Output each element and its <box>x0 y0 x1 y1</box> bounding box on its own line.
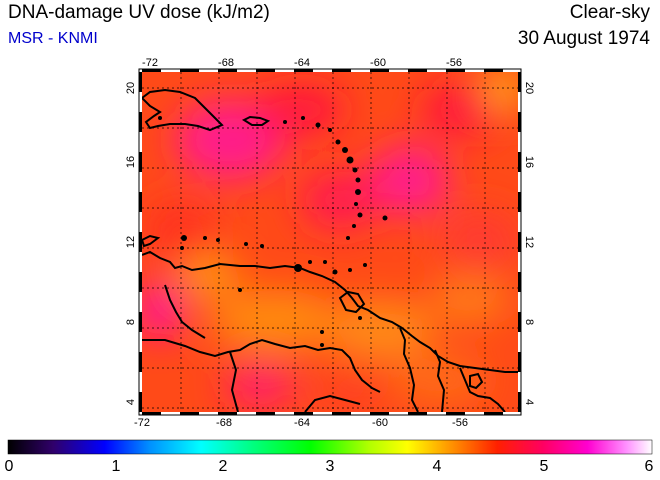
graticule <box>142 72 518 412</box>
lon-tick-bottom: -68 <box>216 417 232 429</box>
colorbar-border <box>7 439 653 455</box>
lon-tick-top: -60 <box>370 57 386 69</box>
lat-tick-right: 12 <box>523 236 535 248</box>
source-label: MSR - KNMI <box>8 30 98 47</box>
lat-tick-right: 8 <box>523 319 535 325</box>
colorbar-label: 0 <box>4 458 14 475</box>
colorbar-label: 2 <box>218 458 228 475</box>
lon-tick-bottom: -64 <box>294 417 310 429</box>
colorbar <box>8 440 652 454</box>
lon-tick-bottom: -60 <box>372 417 388 429</box>
coastlines <box>142 88 518 412</box>
uv-field <box>142 72 518 412</box>
lat-tick-left: 4 <box>125 399 137 405</box>
lon-tick-top: -68 <box>218 57 234 69</box>
lon-tick-top: -72 <box>142 57 158 69</box>
colorbar-label: 6 <box>644 458 654 475</box>
lat-tick-right: 16 <box>523 156 535 168</box>
map-frame <box>138 68 522 416</box>
colorbar-label: 3 <box>325 458 335 475</box>
colorbar-label: 4 <box>432 458 442 475</box>
islands <box>158 116 388 347</box>
lat-tick-right: 4 <box>523 399 535 405</box>
lat-tick-right: 20 <box>523 82 535 94</box>
colorbar-label: 1 <box>111 458 121 475</box>
lon-tick-top: -64 <box>294 57 310 69</box>
lat-tick-left: 16 <box>125 156 137 168</box>
lon-tick-bottom: -56 <box>452 417 468 429</box>
lat-tick-left: 12 <box>125 236 137 248</box>
lat-tick-left: 20 <box>125 82 137 94</box>
lat-tick-left: 8 <box>125 319 137 325</box>
lon-tick-bottom: -72 <box>134 417 150 429</box>
condition-label: Clear-sky <box>569 2 650 23</box>
map-title: DNA-damage UV dose (kJ/m2) <box>8 2 270 23</box>
lon-tick-top: -56 <box>446 57 462 69</box>
date-label: 30 August 1974 <box>517 28 650 49</box>
colorbar-label: 5 <box>539 458 549 475</box>
